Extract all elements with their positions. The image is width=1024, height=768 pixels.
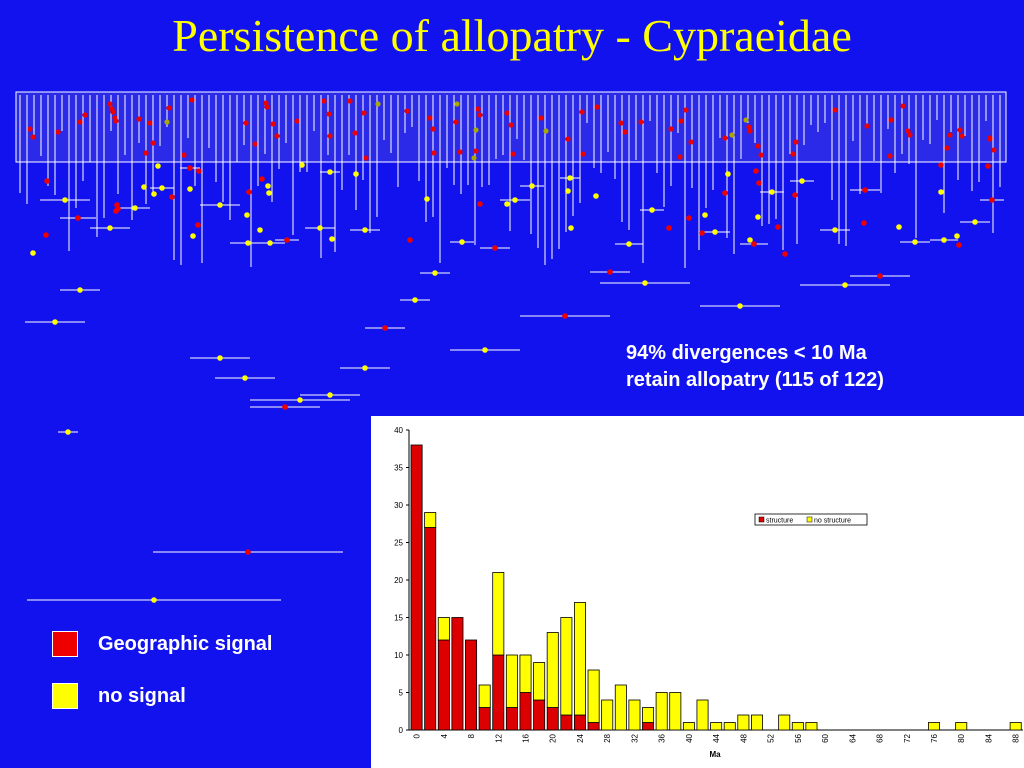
bar-structure (424, 527, 437, 731)
bar-no-structure (560, 617, 573, 716)
bar-structure (642, 722, 655, 731)
bar-structure (478, 707, 491, 731)
annotation-line-1: 94% divergences < 10 Ma (626, 342, 867, 364)
x-tick-label: 48 (739, 733, 748, 742)
y-tick-label: 10 (394, 651, 403, 660)
x-tick-label: 36 (658, 733, 667, 742)
x-tick-label: 88 (1012, 733, 1021, 742)
y-tick-label: 40 (394, 426, 403, 435)
x-tick-label: 0 (413, 733, 422, 738)
bar-no-structure (955, 722, 968, 731)
bar-no-structure (791, 722, 804, 731)
bar-no-structure (642, 707, 655, 723)
y-tick-label: 20 (394, 576, 403, 585)
bar-structure (560, 714, 573, 731)
bar-structure (410, 444, 423, 731)
x-tick-label: 64 (848, 733, 857, 742)
bar-no-structure (437, 617, 450, 641)
x-tick-label: 8 (467, 733, 476, 738)
bar-no-structure (546, 632, 559, 708)
bar-no-structure (669, 692, 682, 731)
bar-no-structure (751, 714, 763, 731)
bar-structure (492, 654, 505, 731)
bar-structure (505, 707, 518, 731)
histogram-panel: 0 5 10 15 20 25 30 35 40 0 4 8 12 16 20 24 28 32 36 40 44 48 5… (371, 416, 1024, 768)
bar-no-structure (587, 669, 600, 723)
legend-label-no-signal: no signal (98, 684, 186, 707)
x-tick-label: 24 (576, 733, 585, 742)
bar-no-structure (1009, 722, 1022, 731)
bar-no-structure (478, 684, 491, 708)
bar-structure (546, 707, 559, 731)
x-tick-label: 84 (984, 733, 993, 742)
legend-item-no-signal: no signal (52, 683, 186, 709)
annotation-line-2: retain allopatry (115 of 122) (626, 369, 884, 391)
annotation-text: 94% divergences < 10 Ma retain allopatry… (626, 340, 884, 394)
legend-swatch-no-structure (806, 516, 813, 523)
bar-no-structure (533, 662, 546, 701)
bar-no-structure (492, 572, 505, 656)
page-title: Persistence of allopatry - Cypraeidae (172, 10, 852, 61)
x-tick-label: 72 (903, 733, 912, 742)
bar-no-structure (628, 699, 641, 731)
x-tick-label: 16 (522, 733, 531, 742)
bar-no-structure (655, 692, 668, 731)
bar-no-structure (805, 722, 818, 731)
x-tick-label: 68 (876, 733, 885, 742)
bar-no-structure (710, 722, 723, 731)
legend-label-no-structure: no structure (814, 518, 851, 525)
bar-structure (465, 639, 478, 731)
bar-structure (587, 722, 600, 731)
bar-structure (533, 699, 546, 731)
x-tick-label: 44 (712, 733, 721, 742)
bar-no-structure (737, 714, 750, 731)
bar-no-structure (505, 654, 518, 708)
bar-no-structure (573, 602, 586, 716)
legend-swatch-structure (758, 516, 765, 523)
x-tick-label: 32 (630, 733, 639, 742)
x-tick-label: 76 (930, 733, 939, 742)
x-tick-label: 28 (603, 733, 612, 742)
x-axis-title: Ma (709, 750, 721, 759)
legend-swatch-red (52, 631, 78, 657)
x-tick-label: 56 (794, 733, 803, 742)
legend-label-structure: structure (766, 518, 793, 525)
legend-swatch-yellow (52, 683, 78, 709)
bar-structure (437, 639, 450, 731)
y-tick-label: 30 (394, 501, 403, 510)
bar-no-structure (424, 512, 437, 528)
bar-no-structure (723, 722, 736, 731)
x-tick-label: 20 (549, 733, 558, 742)
bar-no-structure (519, 654, 532, 693)
x-tick-label: 40 (685, 733, 694, 742)
x-tick-label: 80 (957, 733, 966, 742)
y-tick-label: 25 (394, 539, 403, 548)
y-tick-label: 5 (399, 689, 404, 698)
bar-structure (519, 692, 532, 731)
y-tick-label: 0 (399, 726, 404, 735)
bar-no-structure (696, 699, 709, 731)
legend-label-geographic: Geographic signal (98, 632, 273, 655)
x-tick-label: 52 (767, 733, 776, 742)
bar-no-structure (682, 722, 695, 731)
chart-legend: structure no structure (754, 513, 868, 526)
bar-no-structure (601, 699, 614, 731)
bar-structure (451, 617, 464, 731)
y-tick-label: 15 (394, 614, 403, 623)
x-tick-label: 12 (494, 733, 503, 742)
y-tick-label: 35 (394, 464, 403, 473)
legend-item-geographic: Geographic signal (52, 631, 272, 657)
x-tick-label: 4 (440, 733, 449, 738)
bar-no-structure (928, 722, 940, 731)
bar-no-structure (614, 684, 627, 731)
bar-structure (573, 714, 586, 731)
x-tick-label: 60 (821, 733, 830, 742)
bar-no-structure (778, 714, 791, 731)
